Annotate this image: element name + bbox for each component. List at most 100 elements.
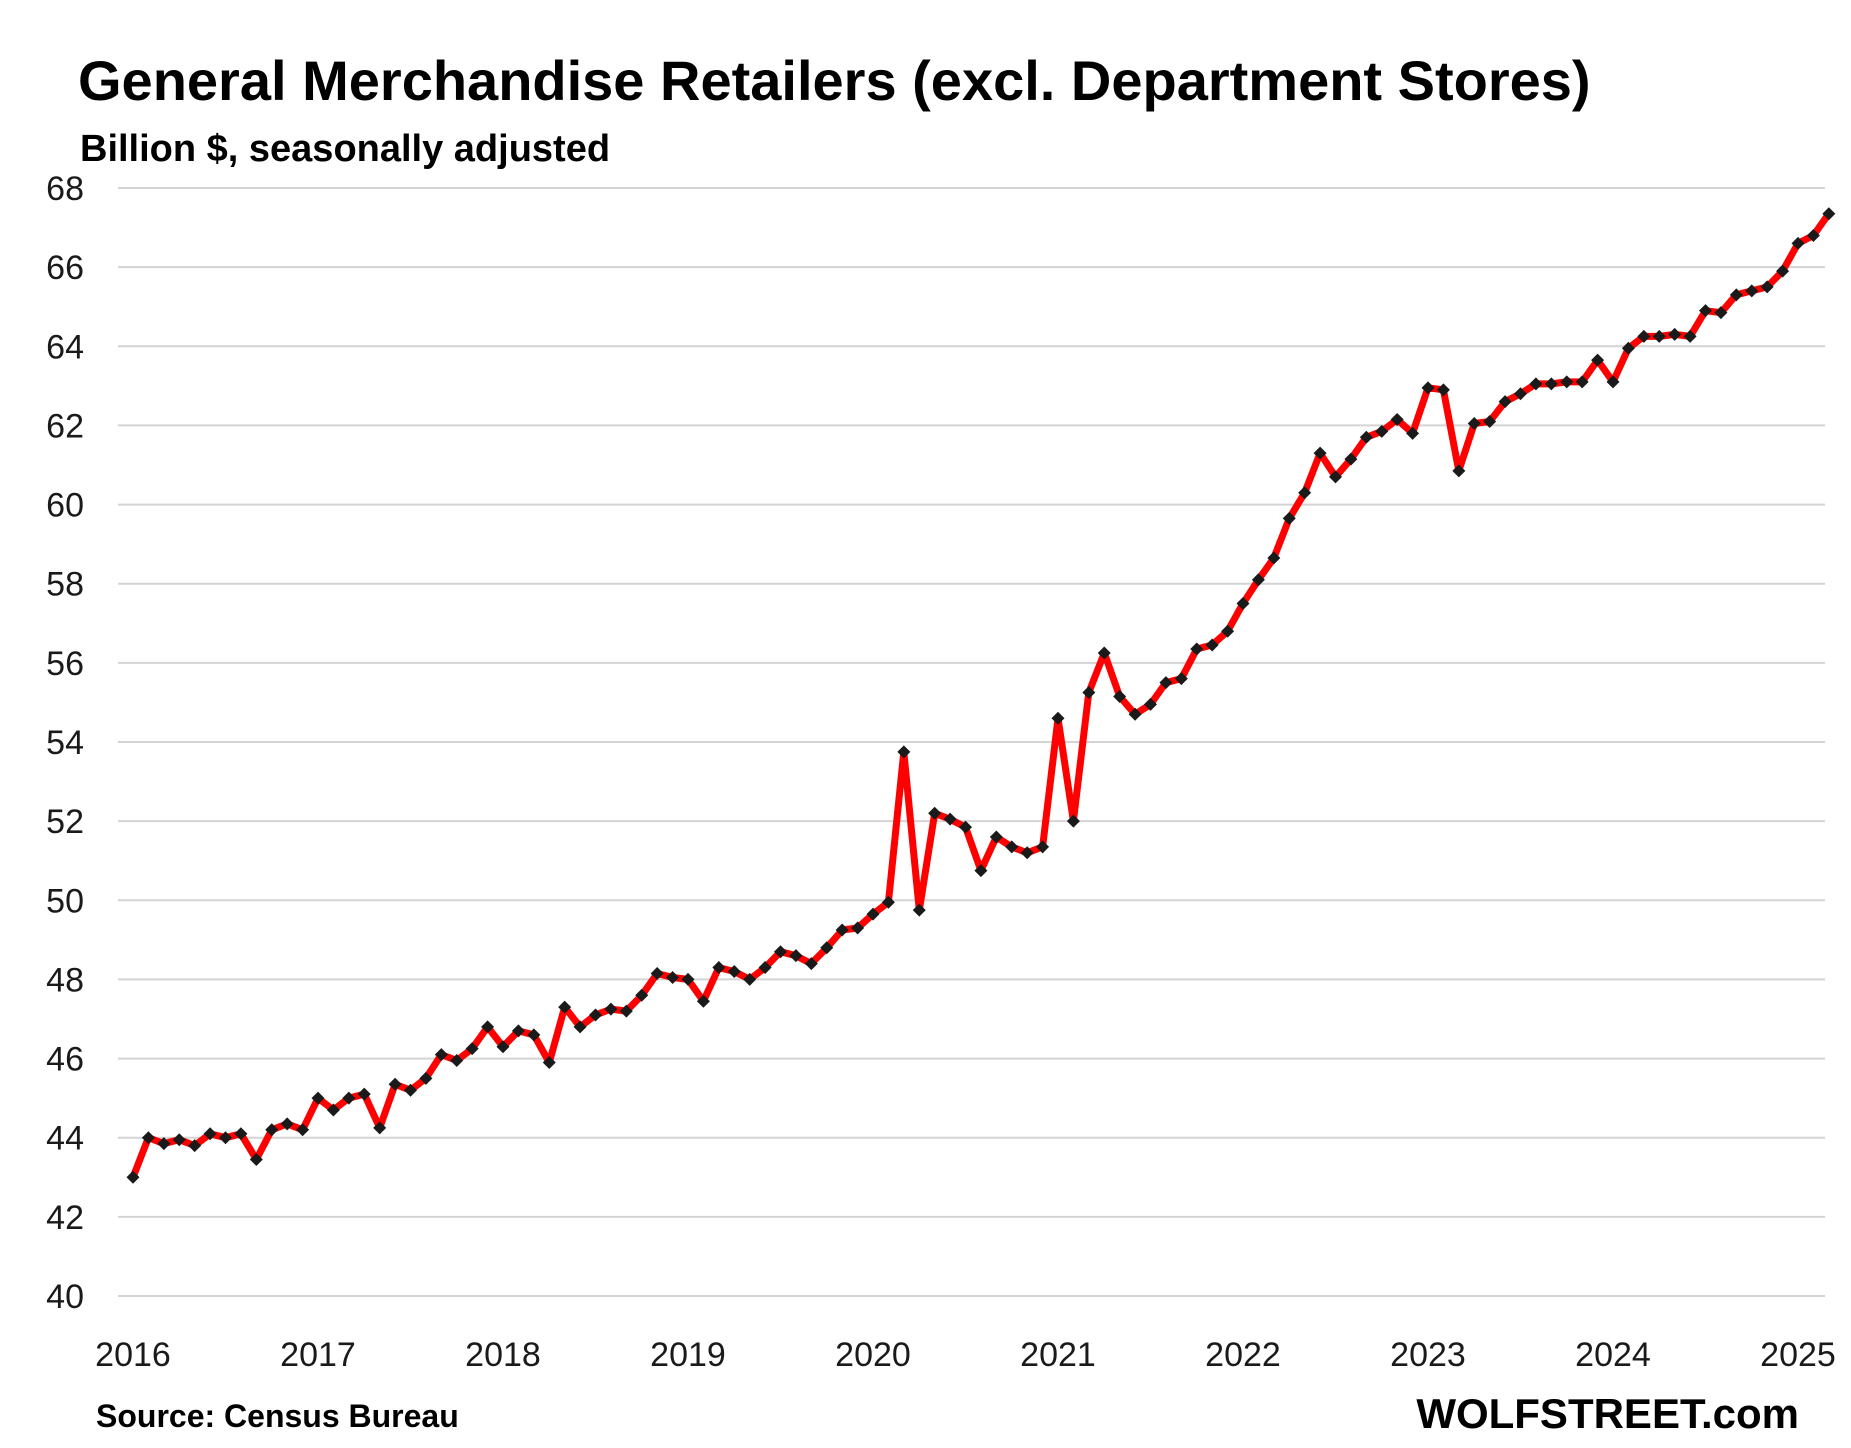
data-point [1806,228,1820,242]
data-point [1190,642,1204,656]
data-point [511,1024,525,1038]
data-point [203,1127,217,1141]
data-point [1729,288,1743,302]
data-point [1606,375,1620,389]
data-point [1745,284,1759,298]
data-point [172,1133,186,1147]
data-point [1159,676,1173,690]
data-point [1251,573,1265,587]
data-point [866,907,880,921]
data-point [1514,387,1527,401]
series-line-group [129,210,1833,1181]
chart-title: General Merchandise Retailers (excl. Dep… [78,49,1591,112]
x-tick-label: 2021 [1020,1336,1096,1374]
y-tick-label: 42 [46,1199,84,1237]
data-point [619,1004,633,1018]
data-markers [126,207,1836,1184]
chart-subtitle: Billion $, seasonally adjusted [80,128,611,170]
data-point [1113,689,1127,703]
data-point [1591,353,1605,367]
data-point [1390,412,1404,426]
data-point [1822,207,1836,221]
data-point [1344,452,1358,466]
data-point [1529,377,1543,391]
data-point [342,1091,356,1105]
x-tick-label: 2019 [650,1336,726,1374]
data-point [188,1139,202,1153]
data-point [912,903,926,917]
data-point [1020,846,1034,860]
data-point [296,1123,310,1137]
data-point [1621,341,1635,355]
data-point [1144,697,1157,711]
y-tick-label: 56 [46,645,84,683]
y-tick-label: 46 [46,1041,84,1079]
x-tick-label: 2017 [280,1336,356,1374]
data-point [1174,672,1188,686]
data-point [1082,686,1096,700]
data-point [219,1131,232,1145]
y-axis-labels: 40 42 44 46 48 50 52 54 56 58 60 62 64 66 68 [46,170,84,1316]
data-point [1221,624,1235,638]
data-point [1236,597,1250,610]
y-tick-label: 66 [46,249,84,287]
data-point [1483,414,1497,428]
data-point [820,941,834,955]
y-tick-label: 50 [46,882,84,920]
data-point [989,830,1003,844]
data-point [126,1170,140,1184]
data-point [789,949,803,963]
data-point [1313,446,1327,460]
y-tick-label: 40 [46,1278,84,1316]
data-point [1637,329,1651,343]
data-point [419,1071,433,1085]
data-point [1452,464,1466,478]
y-tick-label: 48 [46,961,84,999]
data-point [1776,264,1790,278]
data-point [1436,383,1450,397]
data-point [1066,814,1080,828]
data-point [1421,381,1435,395]
data-point [1051,711,1065,725]
data-point [743,972,757,986]
data-point [373,1121,387,1135]
data-point [496,1040,510,1054]
data-point [635,988,649,1002]
data-point [1375,424,1389,438]
data-point [1036,840,1050,854]
data-point [388,1077,402,1091]
data-point [727,965,741,979]
data-point [542,1056,556,1070]
y-tick-label: 62 [46,407,84,445]
x-tick-label: 2023 [1390,1336,1466,1374]
data-point [1267,551,1281,565]
data-point [527,1028,541,1042]
data-point [1760,280,1774,294]
x-tick-label: 2022 [1205,1336,1281,1374]
y-tick-label: 44 [46,1120,84,1158]
x-tick-label: 2016 [95,1336,171,1374]
data-point [1699,304,1712,318]
source-note: Source: Census Bureau [96,1398,459,1434]
data-point [265,1123,279,1137]
data-point [774,945,787,959]
y-tick-label: 54 [46,724,84,762]
data-point [1329,470,1342,484]
x-tick-label: 2018 [465,1336,541,1374]
data-point [1097,646,1111,660]
data-point [157,1137,171,1151]
data-point [1128,707,1142,721]
data-point [1668,327,1682,341]
data-point [943,812,957,826]
x-tick-label: 2025 [1760,1336,1836,1374]
data-point [712,961,726,975]
data-point [1544,377,1558,391]
y-tick-label: 58 [46,566,84,604]
data-point [280,1117,294,1131]
data-point [666,970,680,984]
data-point [311,1091,325,1105]
x-tick-label: 2024 [1575,1336,1651,1374]
data-point [357,1087,371,1101]
data-point [1282,511,1296,525]
